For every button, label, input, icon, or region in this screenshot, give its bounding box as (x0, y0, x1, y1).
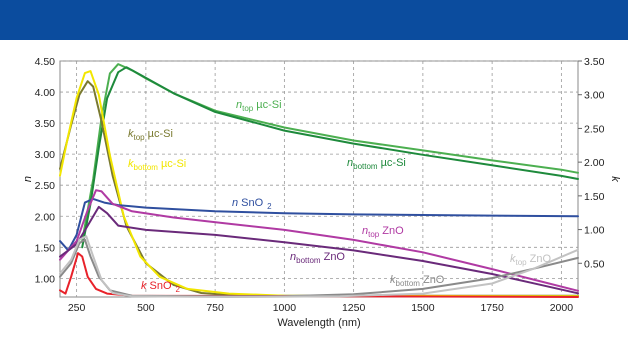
series-line-n-sno2 (59, 197, 579, 252)
series-line-n-bottom-zno (59, 205, 579, 295)
annotation-subscript: top (368, 230, 380, 239)
y-tick-label: 3.50 (35, 118, 56, 130)
annotation-material: SnO (150, 280, 172, 292)
x-tick-label: 750 (206, 302, 224, 314)
series-line-k-top-zno (59, 235, 579, 298)
annotation-variable: k (390, 274, 396, 286)
y2-axis-title: k (609, 176, 621, 182)
plot-frame (59, 60, 579, 298)
annotation-material: ZnO (324, 251, 346, 263)
y-tick-label: 1.50 (35, 242, 56, 254)
annotation-k-top-zno: ktop ZnO (510, 253, 551, 267)
y-tick-label: 1.00 (35, 273, 56, 285)
annotation-material: µc-Si (381, 157, 406, 169)
annotation-material: SnO (241, 197, 263, 209)
annotation-subscript: bottom (396, 279, 421, 288)
annotation-variable: n (232, 197, 238, 209)
annotation-n-top-uc-si: ntop µc-Si (236, 99, 282, 113)
annotation-subscript: bottom (353, 162, 378, 171)
y2-tick-label: 0.50 (584, 258, 605, 270)
x-tick-label: 1500 (411, 302, 435, 314)
series-line-n-bottom-uc-si (81, 66, 579, 249)
y-tick-label: 4.50 (35, 56, 56, 68)
y-tick-label: 4.00 (35, 87, 56, 99)
y-tick-label: 3.00 (35, 149, 56, 161)
annotation-material: µc-Si (256, 99, 281, 111)
annotation-variable: n (236, 99, 242, 111)
annotation-variable: k (141, 280, 147, 292)
annotation-subscript: bottom (134, 163, 159, 172)
x-axis-title: Wavelength (nm) (277, 317, 360, 329)
annotation-variable: k (128, 158, 134, 170)
y2-tick-label: 2.00 (584, 157, 605, 169)
annotation-subscript: bottom (296, 256, 321, 265)
annotation-n-bottom-zno: nbottom ZnO (290, 251, 345, 265)
annotation-material: µc-Si (161, 158, 186, 170)
header-bar (0, 0, 628, 40)
x-tick-label: 1750 (480, 302, 504, 314)
annotation-material: ZnO (423, 274, 445, 286)
annotation-k-bottom-uc-si: kbottom µc-Si (128, 158, 186, 172)
annotation-material: ZnO (382, 225, 404, 237)
annotation-n-top-zno: ntop ZnO (362, 225, 404, 239)
annotation-variable: k (128, 128, 134, 140)
y2-tick-label: 2.50 (584, 123, 605, 135)
annotation-material: ZnO (530, 253, 552, 265)
annotation-n-bottom-uc-si: nbottom µc-Si (347, 157, 406, 171)
annotation-subscript: 2 (267, 202, 272, 211)
annotation-k-bottom-zno: kbottom ZnO (390, 274, 445, 288)
series-line-k-bottom-uc-si (59, 70, 579, 298)
series-line-n-top-zno (59, 189, 579, 292)
annotation-variable: n (347, 157, 353, 169)
annotation-subscript: top (134, 133, 146, 142)
y2-tick-label: 1.50 (584, 191, 605, 203)
y-tick-label: 2.00 (35, 211, 56, 223)
annotation-material: µc-Si (148, 128, 173, 140)
y2-tick-label: 1.00 (584, 225, 605, 237)
y-axis-title: n (22, 176, 34, 182)
annotation-k-top-uc-si: ktop µc-Si (128, 128, 173, 142)
annotation-variable: n (290, 251, 296, 263)
annotation-subscript: top (242, 104, 254, 113)
x-tick-label: 1250 (342, 302, 366, 314)
annotation-variable: n (362, 225, 368, 237)
x-tick-label: 250 (68, 302, 86, 314)
x-tick-label: 1000 (273, 302, 297, 314)
series-group (59, 63, 579, 298)
y2-tick-label: 3.50 (584, 56, 605, 68)
annotation-n-sno2: n SnO 2 (232, 197, 272, 211)
annotation-subscript: top (516, 258, 528, 267)
annotation-subscript: 2 (176, 285, 181, 294)
x-tick-label: 2000 (550, 302, 574, 314)
annotation-variable: k (510, 253, 516, 265)
y2-tick-label: 3.00 (584, 90, 605, 102)
annotation-k-sno2: k SnO 2 (141, 280, 181, 294)
y-tick-label: 2.50 (35, 180, 56, 192)
x-tick-label: 500 (137, 302, 155, 314)
